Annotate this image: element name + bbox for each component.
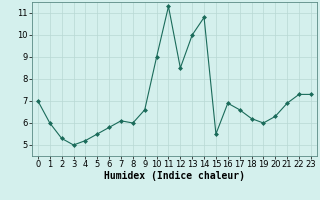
X-axis label: Humidex (Indice chaleur): Humidex (Indice chaleur) [104,171,245,181]
